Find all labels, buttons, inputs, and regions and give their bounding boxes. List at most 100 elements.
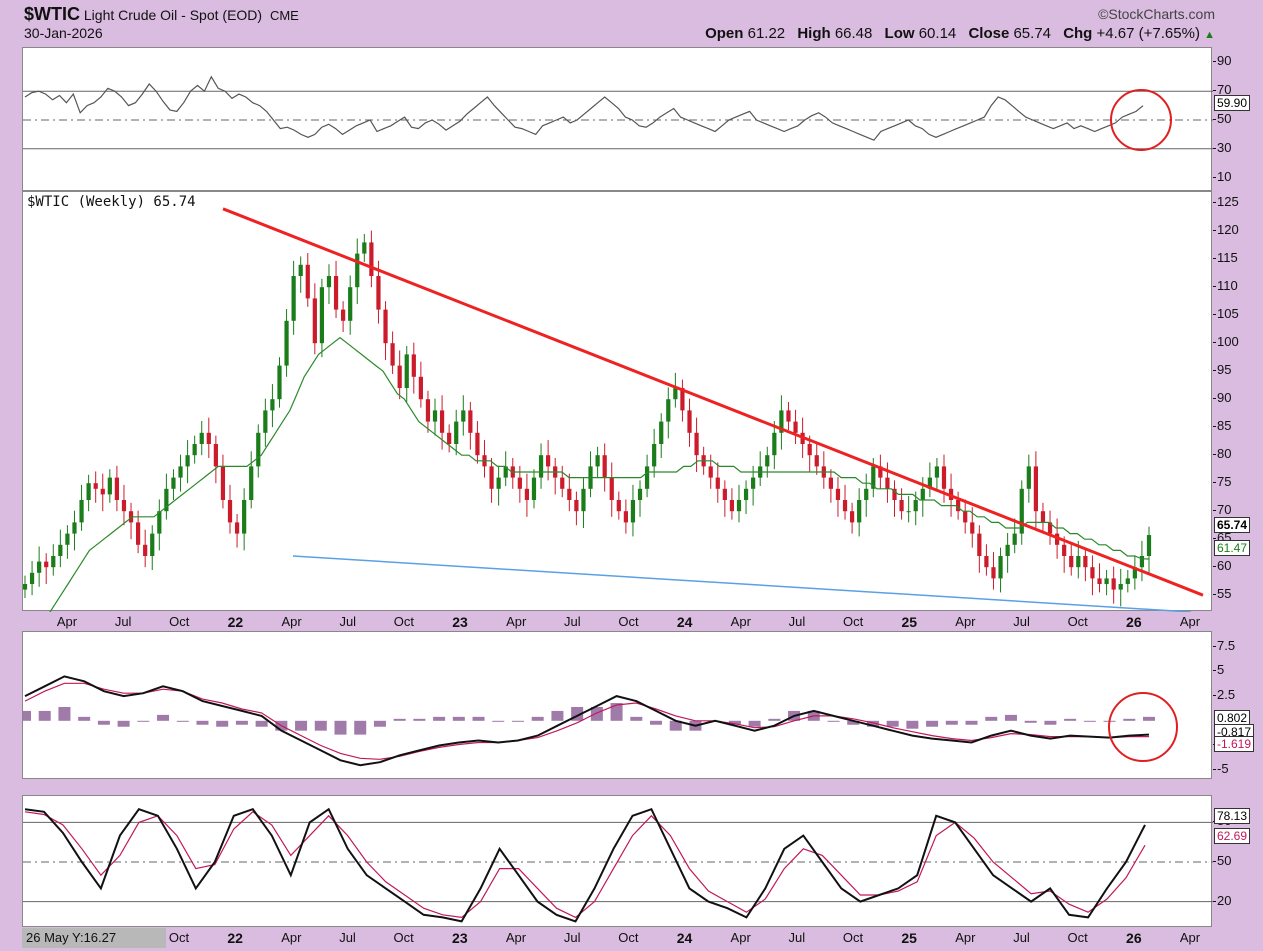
- macd-histogram-bar: [1044, 720, 1057, 725]
- candle-body: [892, 488, 897, 500]
- macd-histogram-bar: [610, 703, 623, 721]
- macd-histogram-bar: [97, 720, 110, 725]
- candle-body: [454, 421, 459, 444]
- candle-body: [1097, 578, 1102, 584]
- candle-body: [637, 488, 643, 500]
- candle-body: [58, 544, 63, 556]
- symbol: $WTIC: [24, 4, 80, 24]
- chart-subheader: 30-Jan-2026 Open 61.22 High 66.48 Low 60…: [24, 25, 1215, 43]
- candle-body: [355, 253, 360, 288]
- x-tick-label: 24: [676, 614, 693, 630]
- macd-histogram-bar: [1143, 716, 1155, 721]
- macd-histogram-bar: [334, 720, 347, 735]
- x-tick-label: Jul: [564, 614, 581, 629]
- candle-body: [29, 572, 35, 584]
- candle-body: [616, 500, 621, 512]
- candle-body: [150, 533, 155, 556]
- price-panel-title: $WTIC (Weekly) 65.74: [27, 194, 196, 210]
- candle-body: [461, 410, 466, 422]
- x-tick-label: Apr: [730, 614, 751, 629]
- price-tick: 115: [1213, 250, 1238, 266]
- macd-tick: -5: [1213, 761, 1229, 777]
- brand-label[interactable]: ©StockCharts.com: [1098, 6, 1215, 22]
- candle-body: [581, 488, 586, 512]
- candle-body: [1069, 556, 1074, 568]
- candle-body: [524, 488, 530, 500]
- x-tick-label: Apr: [1179, 930, 1201, 945]
- candle-body: [885, 477, 890, 489]
- candle-body: [609, 477, 614, 500]
- macd-panel[interactable]: [22, 631, 1212, 779]
- price-plot: [23, 207, 1204, 612]
- rsi-tick: 50: [1212, 111, 1232, 126]
- macd-signal-line: [24, 682, 1149, 760]
- rsi-tick: 30: [1212, 139, 1232, 155]
- x-tick-label: 24: [676, 930, 693, 946]
- rsi-tick: 10: [1212, 168, 1232, 184]
- bottom-time-axis: Oct 22 Apr Jul Oct 23 Apr Jul Oct 24 Apr Jul Oct 25 Ap…: [22, 928, 1212, 948]
- candle-body: [404, 354, 409, 388]
- candle-body: [602, 455, 607, 478]
- candle-body: [234, 522, 240, 534]
- rsi-panel[interactable]: [22, 47, 1213, 191]
- candle-body: [878, 466, 883, 478]
- cursor-readout: 26 May Y:16.27: [22, 928, 166, 948]
- price-tick: 60: [1212, 558, 1232, 574]
- candle-body: [206, 432, 211, 444]
- chart-date: 30-Jan-2026: [24, 25, 103, 41]
- candle-body: [531, 477, 537, 500]
- x-tick-label: Jul: [1013, 614, 1030, 629]
- x-tick-label: Jul: [563, 930, 581, 945]
- candle-body: [65, 533, 70, 545]
- candle-body: [468, 410, 473, 433]
- candle-body: [835, 488, 841, 500]
- rsi-value-box: 59.90: [1214, 95, 1251, 111]
- macd-histogram-bar: [985, 716, 998, 721]
- price-tick: 70: [1212, 502, 1232, 518]
- candle-body: [991, 567, 996, 579]
- candle-body: [842, 500, 848, 512]
- candle-body: [178, 466, 183, 478]
- macd-histogram-bar: [768, 718, 781, 721]
- highlight-circle: [1110, 89, 1172, 151]
- macd-histogram-bar: [1004, 714, 1017, 721]
- candle-body: [185, 455, 190, 467]
- macd-histogram-bar: [78, 716, 91, 721]
- macd-histogram-bar: [235, 720, 248, 725]
- stoch-tick: 20: [1212, 892, 1232, 908]
- candle-body: [270, 399, 275, 411]
- x-tick-label: Oct: [1067, 614, 1088, 629]
- candle-body: [1104, 578, 1109, 584]
- macd-histogram-bar: [413, 718, 426, 721]
- candle-body: [425, 399, 431, 422]
- candle-body: [432, 410, 438, 422]
- candle-body: [715, 477, 720, 489]
- candle-body: [666, 399, 671, 422]
- candle-body: [100, 488, 105, 495]
- x-tick-label: Apr: [506, 614, 527, 629]
- macd-histogram-bar: [373, 720, 386, 727]
- candle-body: [1090, 567, 1095, 579]
- rsi-tick: 90: [1212, 53, 1232, 69]
- stochastic-panel[interactable]: [22, 795, 1213, 927]
- macd-histogram-bar: [590, 706, 603, 721]
- stoch-k-line: [24, 807, 1146, 923]
- candle-body: [659, 421, 664, 444]
- close-value: 65.74: [1013, 25, 1052, 42]
- x-tick-label: 25: [901, 930, 917, 946]
- candle-body: [376, 276, 381, 310]
- candle-body: [114, 477, 120, 500]
- macd-histogram-bar: [650, 720, 663, 725]
- x-tick-label: Oct: [393, 930, 414, 945]
- macd-histogram-bar: [216, 720, 229, 727]
- ohlc-readout: Open 61.22 High 66.48 Low 60.14 Close 65…: [705, 25, 1215, 42]
- macd-histogram-bar: [137, 720, 150, 722]
- candle-body: [23, 584, 28, 590]
- price-panel[interactable]: $WTIC (Weekly) 65.74: [22, 191, 1212, 612]
- x-tick-label: Apr: [955, 614, 976, 629]
- chg-label: Chg: [1063, 25, 1093, 42]
- candle-body: [171, 477, 176, 489]
- macd-plot: [23, 675, 1178, 767]
- candle-body: [489, 466, 494, 489]
- candle-body: [673, 388, 678, 400]
